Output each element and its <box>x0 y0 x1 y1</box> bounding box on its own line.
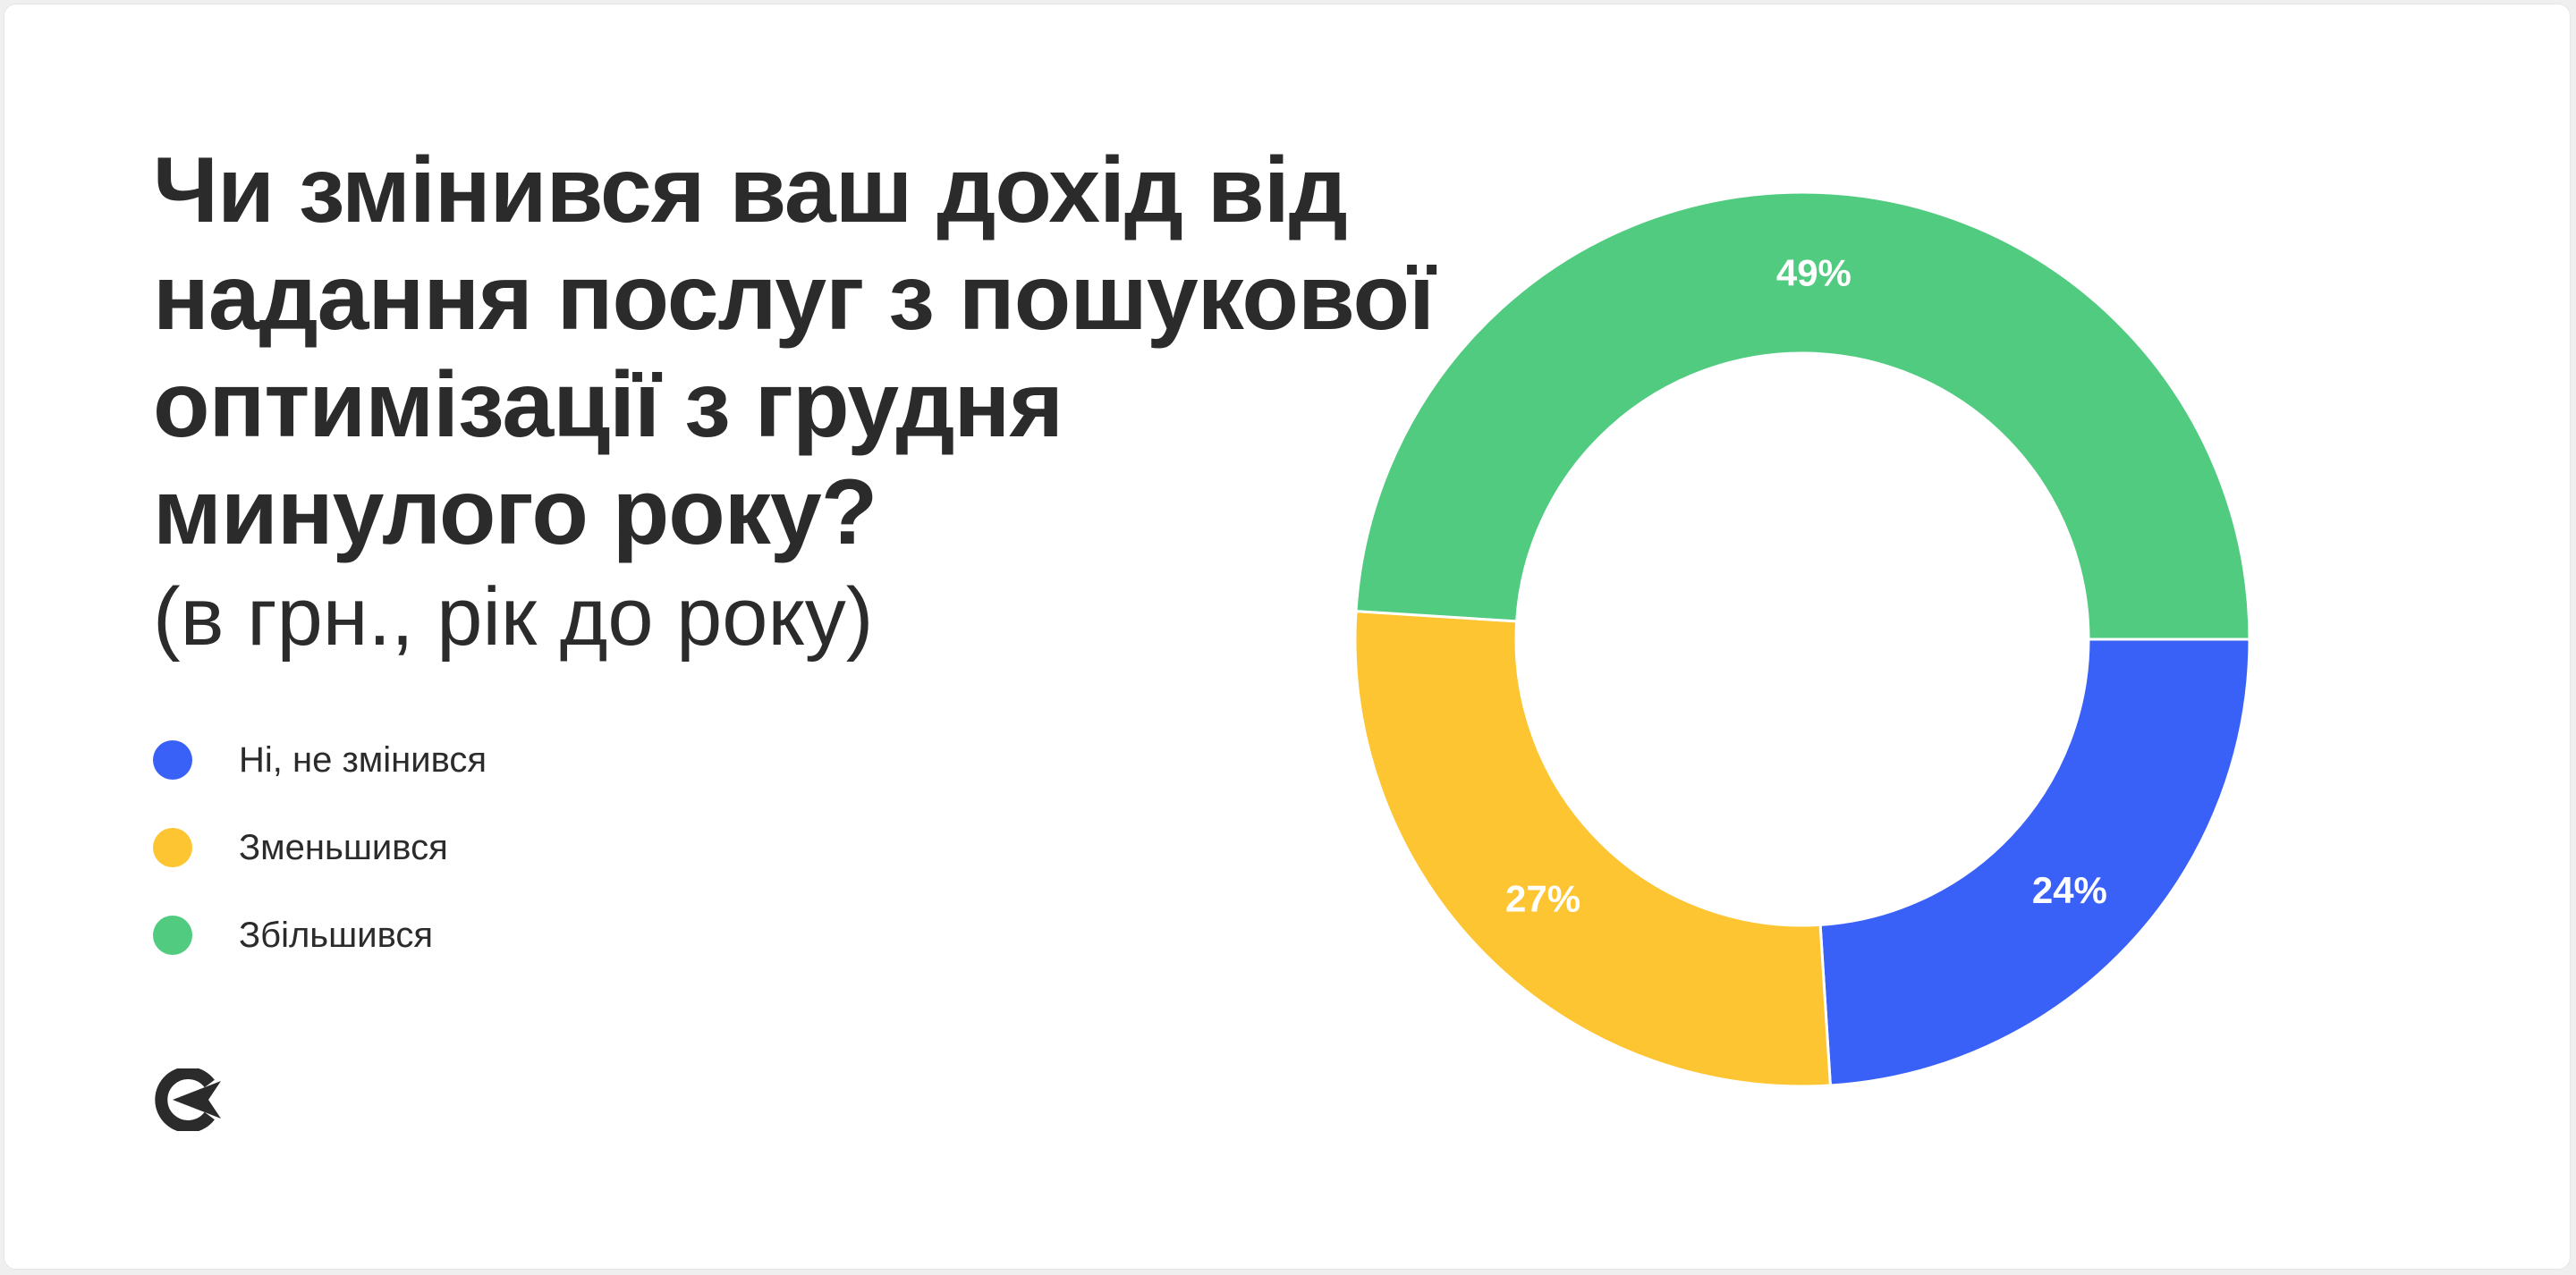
legend-item: Зменьшився <box>153 825 487 870</box>
legend-swatch <box>153 916 192 955</box>
donut-slice <box>1354 190 2251 641</box>
chart-title: Чи змінився ваш дохід від надання послуг… <box>153 137 1435 566</box>
slice-label: 49% <box>1776 252 1852 294</box>
title-line: надання послуг з пошукової <box>153 246 1435 350</box>
donut-slice <box>1818 638 2251 1087</box>
chart-subtitle: (в грн., рік до року) <box>153 571 874 663</box>
title-line: минулого року? <box>153 460 877 564</box>
legend: Ні, не змінився Зменьшився Збільшився <box>153 738 487 1001</box>
chart-card: Чи змінився ваш дохід від надання послуг… <box>4 4 2571 1270</box>
title-line: оптимізації з грудня <box>153 353 1063 457</box>
slice-label: 24% <box>2032 869 2107 911</box>
legend-item: Збільшився <box>153 913 487 958</box>
legend-label: Збільшився <box>239 915 434 955</box>
title-line: Чи змінився ваш дохід від <box>153 139 1348 242</box>
donut-slice <box>1353 610 1832 1088</box>
legend-swatch <box>153 828 192 867</box>
legend-label: Ні, не змінився <box>239 739 487 780</box>
slice-label: 27% <box>1505 877 1580 919</box>
legend-label: Зменьшився <box>239 827 448 867</box>
donut-chart: 24% 27% 49% <box>1353 190 2251 1088</box>
legend-item: Ні, не змінився <box>153 738 487 782</box>
legend-swatch <box>153 740 192 780</box>
brand-logo-icon <box>155 1068 221 1131</box>
